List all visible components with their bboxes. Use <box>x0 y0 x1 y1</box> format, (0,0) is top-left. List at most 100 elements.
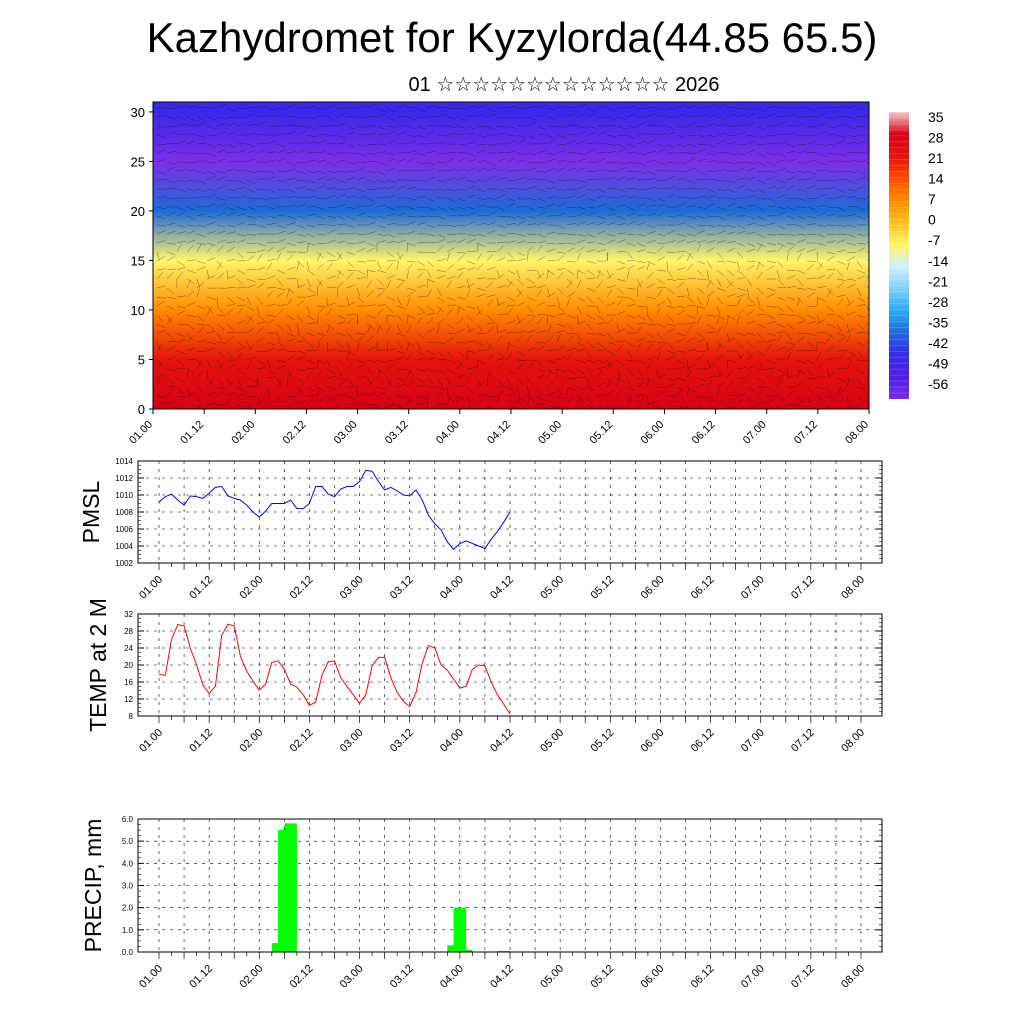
wind-barb <box>866 368 869 370</box>
wind-barb <box>226 247 235 253</box>
wind-barb <box>816 260 824 268</box>
wind-barb <box>666 132 676 136</box>
wind-barb <box>666 323 676 327</box>
wind-barb <box>576 332 582 342</box>
wind-barb <box>616 148 626 154</box>
wind-barb <box>636 214 646 217</box>
wind-barb <box>366 377 373 386</box>
wind-barb <box>536 170 546 173</box>
wind-barb <box>466 132 476 136</box>
wind-barb <box>326 323 335 330</box>
wind-barb <box>466 239 476 244</box>
wind-barb <box>626 188 637 190</box>
wind-barb <box>286 204 296 208</box>
wind-barb <box>456 206 466 210</box>
wind-barb <box>336 368 343 377</box>
wind-barb <box>186 278 195 285</box>
wind-barb <box>506 251 514 259</box>
wind-barb <box>306 278 312 288</box>
wind-barb <box>776 323 786 328</box>
wind-barb <box>246 404 252 409</box>
wind-barb <box>386 179 396 183</box>
wind-barb <box>316 360 319 370</box>
wind-barb <box>556 125 566 128</box>
wind-barb <box>636 305 647 307</box>
wind-barb <box>536 233 546 238</box>
wind-barb <box>166 150 176 154</box>
wind-barb <box>616 204 626 208</box>
wind-barb <box>466 185 476 190</box>
wind-barb <box>296 116 306 119</box>
x-tick-label: 06.00 <box>639 574 667 602</box>
wind-barb <box>596 404 606 409</box>
wind-barb <box>336 377 346 381</box>
wind-barb <box>736 260 741 270</box>
wind-barb <box>716 353 724 361</box>
wind-barb <box>386 305 394 313</box>
wind-barb <box>266 404 277 406</box>
wind-barb <box>566 113 576 118</box>
wind-barb <box>756 305 765 312</box>
wind-barb <box>266 151 276 154</box>
wind-barb <box>816 274 826 280</box>
wind-barb <box>616 223 626 226</box>
wind-barb <box>206 377 213 386</box>
wind-barb <box>806 176 816 181</box>
wind-barb <box>246 278 256 283</box>
wind-barb <box>666 125 676 131</box>
wind-barb <box>666 175 676 181</box>
wind-barb <box>386 324 392 334</box>
wind-barb <box>496 194 506 199</box>
wind-barb <box>256 177 266 181</box>
wind-barb <box>546 196 556 199</box>
wind-barb <box>586 107 596 112</box>
wind-barb <box>816 112 826 118</box>
wind-barb <box>446 152 457 154</box>
wind-barb <box>576 305 582 314</box>
wind-barb <box>236 278 244 286</box>
wind-barb <box>866 314 869 317</box>
wind-barb <box>466 233 476 237</box>
wind-barb <box>636 381 645 388</box>
wind-barb <box>566 223 576 226</box>
wind-barb <box>476 323 483 332</box>
colorbar-label: 21 <box>928 150 944 166</box>
wind-barb <box>836 294 846 298</box>
wind-barb <box>406 315 409 325</box>
wind-barb <box>226 287 237 289</box>
wind-barb <box>356 287 361 297</box>
wind-barb <box>426 396 429 406</box>
wind-barb <box>286 368 292 378</box>
wind-barb <box>246 206 256 210</box>
wind-barb <box>406 242 408 253</box>
wind-barb <box>336 404 338 409</box>
wind-barb <box>206 188 216 191</box>
wind-barb <box>466 404 473 409</box>
wind-barb <box>746 350 753 359</box>
wind-barb <box>856 314 866 319</box>
wind-barb <box>856 247 866 253</box>
wind-barb <box>786 269 797 272</box>
wind-barb <box>686 167 696 172</box>
wind-barb <box>556 272 564 280</box>
wind-barb <box>286 323 292 332</box>
wind-barb <box>546 349 556 352</box>
wind-barb <box>236 352 242 361</box>
wind-barb <box>526 134 536 139</box>
wind-barb <box>506 377 512 387</box>
wind-barb <box>846 323 850 333</box>
wind-barb <box>656 374 666 379</box>
wind-barb <box>466 152 476 157</box>
wind-barb <box>166 179 176 184</box>
wind-barb <box>786 242 796 245</box>
wind-barb <box>696 383 706 388</box>
wind-barb <box>726 269 735 276</box>
wind-barb <box>856 368 865 375</box>
wind-barb <box>266 125 277 128</box>
wind-barb <box>716 342 722 352</box>
wind-barb <box>656 286 667 289</box>
wind-barb <box>166 125 176 128</box>
wind-barb <box>816 179 827 181</box>
wind-barb <box>266 188 276 193</box>
wind-barb <box>716 168 726 172</box>
